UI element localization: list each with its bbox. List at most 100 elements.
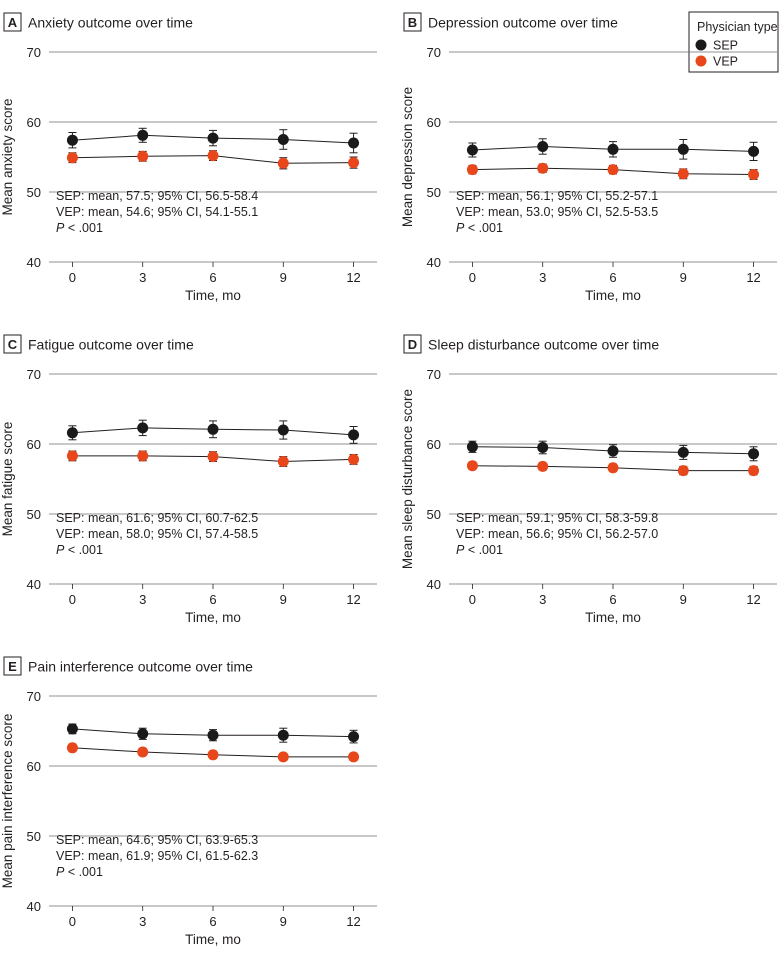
data-point-vep bbox=[348, 751, 360, 763]
x-tick-label: 0 bbox=[469, 270, 476, 285]
annotation-sep: SEP: mean, 56.1; 95% CI, 55.2-57.1 bbox=[456, 189, 658, 203]
annotation-sep: SEP: mean, 59.1; 95% CI, 58.3-59.8 bbox=[456, 511, 658, 525]
annotation-vep: VEP: mean, 54.6; 95% CI, 54.1-55.1 bbox=[56, 205, 258, 219]
y-tick-label: 70 bbox=[27, 45, 41, 60]
data-point-sep bbox=[207, 729, 219, 741]
data-point-vep bbox=[677, 465, 689, 477]
panel-letter-box bbox=[403, 334, 422, 354]
y-tick-label: 60 bbox=[427, 115, 441, 130]
data-point-vep bbox=[748, 169, 760, 180]
panel-letter-box bbox=[3, 334, 22, 354]
y-tick-label: 40 bbox=[427, 255, 441, 270]
data-point-vep bbox=[66, 152, 78, 164]
y-axis-title: Mean anxiety score bbox=[0, 98, 15, 215]
y-tick-label: 50 bbox=[27, 829, 41, 844]
x-tick-label: 9 bbox=[680, 270, 687, 285]
data-point-vep bbox=[607, 164, 619, 176]
y-tick-label: 40 bbox=[27, 577, 41, 592]
p-symbol: P bbox=[56, 865, 65, 879]
data-point-sep bbox=[537, 442, 549, 453]
data-point-sep bbox=[677, 446, 689, 458]
legend-sep-marker bbox=[695, 39, 707, 51]
x-axis-title: Time, mo bbox=[185, 610, 241, 625]
chart-panel-c: C Fatigue outcome over time 40 50 60 70 0 3 6 9 12… bbox=[0, 334, 377, 625]
panel-letter: C bbox=[8, 337, 18, 352]
data-point-vep bbox=[207, 451, 219, 463]
annotation-sep: SEP: mean, 64.6; 95% CI, 63.9-65.3 bbox=[56, 833, 258, 847]
y-tick-label: 40 bbox=[27, 899, 41, 914]
annotation-p-value: P < .001 bbox=[56, 221, 103, 235]
panel-title: Sleep disturbance outcome over time bbox=[428, 337, 659, 353]
y-tick-label: 60 bbox=[27, 437, 41, 452]
data-point-sep bbox=[348, 429, 360, 441]
x-tick-label: 6 bbox=[209, 270, 216, 285]
y-axis-title: Mean fatigue score bbox=[0, 422, 15, 537]
legend: Physician type SEP VEP bbox=[688, 11, 779, 73]
data-point-vep bbox=[207, 150, 219, 162]
panel-letter-box bbox=[403, 12, 422, 32]
data-point-vep bbox=[137, 450, 149, 462]
data-point-sep bbox=[607, 143, 619, 155]
y-tick-label: 60 bbox=[27, 759, 41, 774]
p-value-text: < .001 bbox=[64, 865, 103, 879]
legend-vep-label: VEP bbox=[713, 55, 738, 69]
panel-letter: B bbox=[408, 15, 417, 30]
data-point-vep bbox=[66, 450, 78, 462]
x-tick-label: 3 bbox=[139, 270, 146, 285]
legend-sep-label: SEP bbox=[713, 39, 738, 53]
x-tick-label: 6 bbox=[609, 270, 616, 285]
annotation-vep: VEP: mean, 53.0; 95% CI, 52.5-53.5 bbox=[456, 205, 658, 219]
p-value-text: < .001 bbox=[464, 543, 503, 557]
data-point-sep bbox=[207, 423, 219, 435]
annotation-p-value: P < .001 bbox=[456, 221, 503, 235]
data-point-sep bbox=[348, 731, 360, 743]
data-point-vep bbox=[748, 465, 760, 477]
x-tick-label: 12 bbox=[346, 914, 360, 929]
data-point-sep bbox=[137, 422, 149, 434]
x-axis-title: Time, mo bbox=[185, 288, 241, 303]
data-point-vep bbox=[277, 456, 289, 467]
x-tick-label: 3 bbox=[139, 914, 146, 929]
x-tick-label: 3 bbox=[139, 592, 146, 607]
data-point-vep bbox=[607, 462, 619, 474]
p-symbol: P bbox=[56, 543, 65, 557]
panel-title: Anxiety outcome over time bbox=[28, 15, 193, 31]
p-value-text: < .001 bbox=[64, 543, 103, 557]
data-point-vep bbox=[137, 150, 149, 162]
data-point-sep bbox=[537, 141, 549, 152]
annotation-vep: VEP: mean, 58.0; 95% CI, 57.4-58.5 bbox=[56, 527, 258, 541]
legend-vep-marker bbox=[695, 55, 707, 67]
x-tick-label: 12 bbox=[746, 270, 760, 285]
y-tick-label: 40 bbox=[427, 577, 441, 592]
data-point-sep bbox=[66, 134, 78, 146]
annotation-vep: VEP: mean, 61.9; 95% CI, 61.5-62.3 bbox=[56, 849, 258, 863]
data-point-vep bbox=[348, 453, 360, 465]
data-point-sep bbox=[277, 134, 289, 145]
y-tick-label: 50 bbox=[427, 507, 441, 522]
data-point-sep bbox=[748, 145, 760, 157]
data-point-sep bbox=[748, 448, 760, 460]
x-tick-label: 12 bbox=[746, 592, 760, 607]
data-point-vep bbox=[537, 460, 549, 472]
y-tick-label: 50 bbox=[427, 185, 441, 200]
x-tick-label: 0 bbox=[69, 592, 76, 607]
data-point-sep bbox=[207, 132, 219, 144]
data-point-sep bbox=[677, 143, 689, 155]
annotation-vep: VEP: mean, 56.6; 95% CI, 56.2-57.0 bbox=[456, 527, 658, 541]
panel-letter: D bbox=[408, 337, 417, 352]
data-point-sep bbox=[466, 144, 478, 156]
data-point-sep bbox=[277, 729, 289, 741]
p-symbol: P bbox=[456, 221, 465, 235]
data-point-vep bbox=[677, 168, 689, 180]
y-tick-label: 50 bbox=[27, 507, 41, 522]
x-tick-label: 6 bbox=[209, 914, 216, 929]
p-symbol: P bbox=[456, 543, 465, 557]
x-tick-label: 12 bbox=[346, 270, 360, 285]
data-point-sep bbox=[466, 441, 478, 453]
x-axis-title: Time, mo bbox=[185, 932, 241, 947]
y-tick-label: 70 bbox=[427, 367, 441, 382]
panel-letter: A bbox=[8, 15, 18, 30]
x-tick-label: 3 bbox=[539, 592, 546, 607]
x-tick-label: 12 bbox=[346, 592, 360, 607]
x-tick-label: 3 bbox=[539, 270, 546, 285]
